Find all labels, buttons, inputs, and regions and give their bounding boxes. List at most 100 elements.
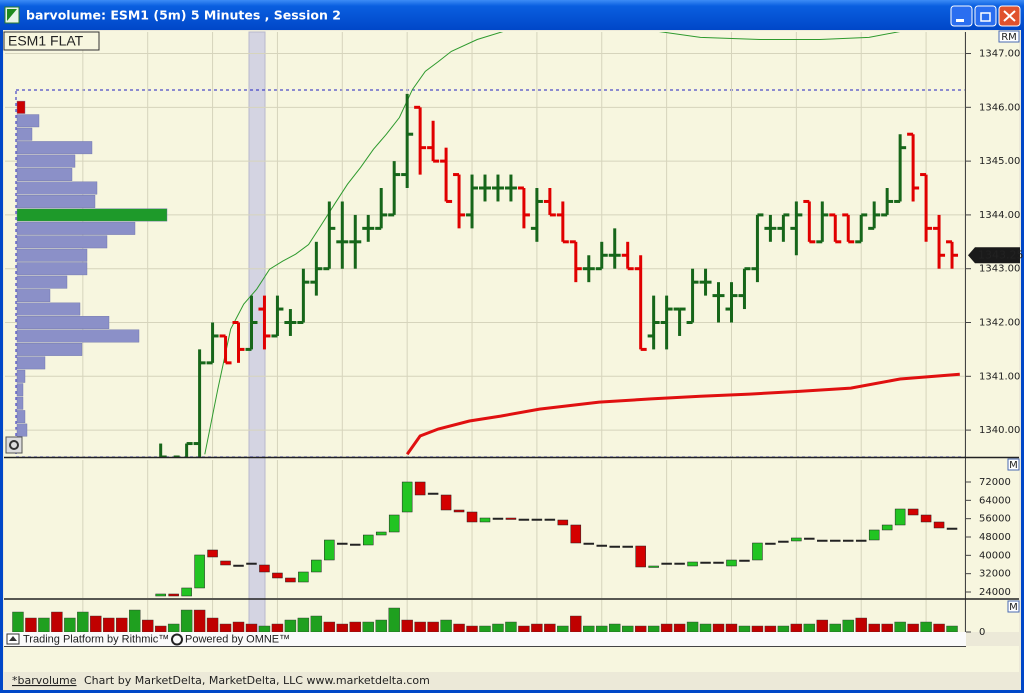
y-tick-label: 1343.00 <box>979 264 1020 275</box>
candle-body <box>830 539 841 542</box>
last-price-label: 1343.25 <box>978 248 1024 261</box>
candle-body <box>868 529 880 541</box>
settings-glyph <box>9 440 19 450</box>
volume-bar <box>25 617 37 632</box>
volume-bar <box>673 623 686 632</box>
candle-body <box>726 559 737 567</box>
candle-body <box>778 540 789 543</box>
profile-bar <box>16 329 140 343</box>
candle-body <box>894 508 906 526</box>
badge-label: RM <box>1001 32 1017 43</box>
time-axis <box>4 646 1019 672</box>
legend-icon <box>171 633 183 646</box>
volume-pane <box>12 600 965 632</box>
profile-bar <box>16 356 46 370</box>
candle-body <box>674 562 685 565</box>
badge[interactable] <box>1007 600 1020 613</box>
volume-bar <box>479 625 491 632</box>
candle-body <box>427 492 439 495</box>
candle-body <box>648 565 659 568</box>
candle-body <box>946 527 958 530</box>
volume-bar <box>193 609 206 632</box>
volume-bar <box>12 611 24 632</box>
y-tick-label: 72000 <box>979 477 1011 488</box>
volume-bar <box>660 623 673 632</box>
candle-body <box>635 545 646 568</box>
volume-bar <box>583 625 595 632</box>
y-tick-label: 1344.00 <box>979 210 1020 221</box>
y-tick-label: 1341.00 <box>979 371 1020 382</box>
volume-bar <box>764 625 777 632</box>
status-text: Chart by MarketDelta, MarketDelta, LLC w… <box>84 674 430 687</box>
volume-bar <box>946 625 958 632</box>
candle-body <box>401 481 413 513</box>
y-tick-label: 1342.00 <box>979 318 1020 329</box>
profile-bar <box>16 141 93 155</box>
close-glyph <box>1003 10 1016 22</box>
volume-bar <box>440 619 452 632</box>
symbol-label: ESM1 FLAT <box>8 33 84 49</box>
profile-bar <box>16 275 68 289</box>
legend-strip <box>4 632 966 646</box>
indicator-line <box>405 372 960 456</box>
restore-button[interactable] <box>974 5 997 27</box>
volume-bar <box>790 623 803 632</box>
y-tick-label: 64000 <box>979 495 1011 506</box>
volume-bar <box>622 625 634 632</box>
legend-icon-glyph <box>9 636 17 641</box>
volume-bar <box>803 623 816 632</box>
volume-bar <box>245 623 258 632</box>
volume-bar <box>609 623 621 632</box>
candle-body <box>375 531 387 536</box>
badge[interactable] <box>998 30 1020 43</box>
volume-bar <box>154 625 167 632</box>
profile-bar <box>16 369 26 383</box>
y-tick-label: 56000 <box>979 514 1011 525</box>
badge[interactable] <box>1007 458 1020 471</box>
candle-body <box>622 545 633 548</box>
volume-bar <box>492 623 504 632</box>
badge-label: M <box>1009 460 1018 471</box>
window-title: barvolume: ESM1 (5m) 5 Minutes , Session… <box>26 8 341 23</box>
volume-bar <box>103 617 115 632</box>
profile-bar <box>16 302 81 316</box>
candle-body <box>609 545 620 548</box>
volume-bar <box>284 619 297 632</box>
profile-bar <box>16 181 98 195</box>
tab[interactable]: *barvolume <box>12 674 77 687</box>
volume-bar <box>258 625 271 632</box>
settings-icon[interactable] <box>5 436 23 454</box>
volume-bar <box>596 625 608 632</box>
volume-bar <box>90 615 102 632</box>
volume-bar <box>531 623 543 632</box>
profile-bar <box>16 235 108 249</box>
candle-body <box>557 519 569 526</box>
volume-bar <box>427 621 439 632</box>
minimize-button[interactable] <box>950 5 973 27</box>
volume-bar <box>219 623 232 632</box>
profile-bar <box>16 127 33 141</box>
volume-bar <box>38 617 50 632</box>
volume-bar <box>206 617 219 632</box>
delta-pane <box>82 460 965 598</box>
y-tick-label: 1340.00 <box>979 425 1020 436</box>
profile-bar <box>16 396 24 410</box>
y-tick-label: 1346.00 <box>979 102 1020 113</box>
volume-bar <box>907 623 919 632</box>
candle-body <box>259 564 270 573</box>
profile-bar <box>16 168 73 181</box>
volume-bar <box>297 617 310 632</box>
profile-bar <box>16 114 40 128</box>
candle-body <box>544 518 556 521</box>
candle-body <box>687 561 698 567</box>
candle-body <box>933 521 945 529</box>
profile-bar <box>16 410 26 424</box>
volume-bar <box>167 623 180 632</box>
volume-bar <box>647 625 660 632</box>
candle-body <box>246 562 257 565</box>
candle-body <box>155 593 166 597</box>
y-tick-label: 0 <box>979 627 985 638</box>
profile-bar <box>16 208 168 222</box>
volume-bar <box>634 625 647 632</box>
